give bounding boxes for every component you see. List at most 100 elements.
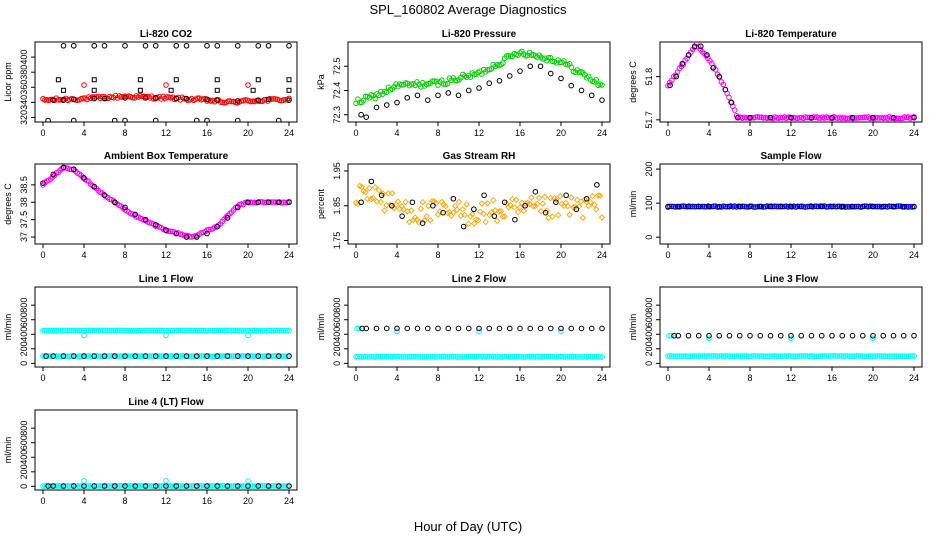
data-point [47, 483, 54, 489]
data-point [454, 354, 460, 360]
data-point [152, 95, 159, 101]
data-point [224, 215, 231, 221]
data-point [160, 353, 166, 359]
data-point [169, 353, 176, 359]
data-point [214, 353, 221, 359]
data-point [476, 325, 482, 332]
panel-title: Line 3 Flow [764, 274, 819, 285]
data-point [286, 353, 292, 359]
data-point [163, 478, 169, 484]
data-point [479, 71, 485, 77]
data-point [849, 203, 856, 210]
data-point [599, 325, 605, 332]
data-point [126, 483, 132, 489]
data-point [169, 483, 176, 489]
data-point [40, 483, 46, 489]
data-point [846, 353, 852, 360]
data-point [834, 353, 841, 359]
data-point [354, 200, 362, 208]
data-point [286, 199, 292, 206]
data-point [51, 327, 58, 334]
data-point [532, 189, 539, 195]
data-point [691, 203, 698, 210]
data-point [120, 327, 126, 334]
data-point [779, 203, 786, 210]
x-tick-label: 0 [40, 250, 45, 260]
data-point [234, 204, 241, 211]
data-point [87, 327, 94, 334]
x-tick-label: 20 [556, 250, 566, 260]
data-point [274, 327, 281, 334]
data-point [743, 115, 749, 121]
x-tick-label: 8 [747, 250, 752, 260]
data-point [74, 353, 81, 360]
y-tick-label: 360 [19, 80, 29, 95]
data-point [448, 354, 455, 360]
data-point [726, 203, 733, 210]
data-point [444, 354, 451, 360]
data-point [599, 82, 605, 88]
data-point [672, 353, 679, 360]
data-point [391, 353, 397, 360]
data-point [726, 353, 732, 359]
data-point [156, 353, 163, 359]
data-point [455, 198, 463, 206]
data-point [465, 87, 472, 94]
data-point [599, 354, 605, 360]
data-point [741, 353, 748, 359]
panel-title: Li-820 Temperature [745, 29, 837, 40]
data-point [552, 196, 560, 203]
x-tick-label: 12 [474, 128, 484, 138]
data-point [730, 353, 736, 359]
data-point [204, 96, 210, 103]
data-point [484, 200, 491, 207]
data-point [819, 353, 826, 359]
data-point [475, 353, 481, 360]
x-tick-label: 24 [284, 373, 294, 383]
data-point [435, 92, 441, 99]
data-point [714, 353, 721, 359]
data-point [126, 353, 132, 359]
data-point [101, 42, 108, 49]
data-point [135, 483, 142, 489]
data-point [752, 353, 759, 359]
data-point [206, 483, 212, 489]
data-point [414, 325, 421, 332]
data-point [269, 328, 275, 334]
data-point [767, 203, 774, 210]
data-point [421, 354, 428, 360]
x-tick-label: 4 [706, 128, 711, 138]
data-point [459, 206, 467, 213]
data-point [895, 353, 902, 359]
data-point [150, 353, 157, 359]
x-tick-label: 4 [394, 128, 399, 138]
data-point [368, 195, 375, 203]
data-point [680, 353, 687, 359]
data-point [419, 354, 426, 360]
data-point [193, 117, 200, 122]
x-tick-label: 24 [909, 128, 919, 138]
data-point [450, 354, 457, 360]
x-tick-label: 24 [284, 496, 294, 506]
data-point [167, 327, 174, 334]
data-point [815, 115, 822, 121]
data-point [704, 52, 710, 58]
data-point [265, 199, 272, 206]
data-point [81, 82, 87, 88]
data-point [255, 77, 261, 83]
data-point [455, 92, 462, 99]
x-tick-label: 16 [202, 128, 212, 138]
y-tick-label: 400 [19, 50, 29, 65]
data-point [91, 42, 98, 49]
data-point [44, 327, 50, 334]
data-point [509, 354, 516, 360]
data-point [255, 328, 262, 334]
data-point [133, 328, 140, 334]
x-tick-label: 12 [786, 128, 796, 138]
data-point [787, 353, 793, 359]
data-point [796, 353, 803, 359]
data-point [270, 96, 277, 102]
data-point [53, 483, 60, 489]
data-point [55, 77, 61, 83]
data-point [890, 353, 896, 359]
